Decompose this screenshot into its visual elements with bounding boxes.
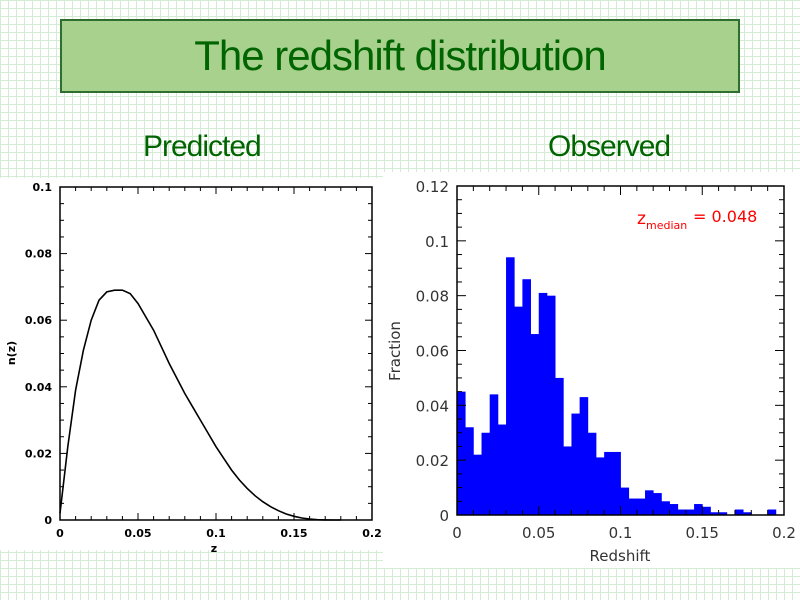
predicted-y-tick-label: 0.02	[25, 447, 52, 460]
histogram-bar	[702, 506, 711, 515]
observed-plot-frame	[456, 185, 785, 516]
predicted-y-tick-label: 0.1	[33, 181, 53, 194]
histogram-bar	[530, 334, 540, 515]
histogram-bar	[734, 509, 744, 515]
observed-y-tick-label: 0	[439, 507, 449, 525]
histogram-bar	[645, 490, 654, 515]
observed-y-tick-label: 0.12	[416, 178, 449, 196]
observed-x-tick-label: 0	[452, 524, 462, 542]
histogram-bar	[538, 292, 548, 515]
histogram-bar	[694, 504, 703, 515]
histogram-bar	[685, 509, 695, 515]
median-symbol: z	[637, 209, 646, 229]
observed-x-tick-label: 0.15	[686, 524, 719, 542]
observed-y-axis-label: Fraction	[386, 321, 404, 381]
predicted-y-tick-label: 0	[44, 514, 52, 527]
observed-y-tick-label: 0.06	[416, 343, 449, 361]
histogram-bar	[473, 454, 482, 515]
observed-x-tick-label: 0.05	[522, 524, 555, 542]
predicted-y-axis-label: n(z)	[5, 341, 18, 365]
histogram-bar	[587, 432, 597, 515]
histogram-bar	[677, 509, 687, 515]
slide-title-box: The redshift distribution	[60, 19, 740, 93]
predicted-y-tick-label: 0.04	[25, 381, 52, 394]
predicted-x-tick-label: 0.05	[124, 527, 151, 540]
histogram-bar	[489, 394, 499, 515]
observed-y-tick-label: 0.04	[416, 397, 449, 415]
histogram-bar	[653, 493, 662, 515]
histogram-bar	[636, 498, 646, 515]
predicted-y-tick-label: 0.08	[25, 248, 52, 261]
predicted-plot-frame	[59, 186, 373, 521]
histogram-bar	[481, 432, 491, 515]
predicted-x-tick-label: 0	[56, 527, 64, 540]
histogram-bar	[661, 501, 670, 515]
predicted-x-tick-label: 0.2	[362, 527, 382, 540]
histogram-bar	[767, 509, 777, 515]
median-annotation: z median = 0.048	[637, 207, 757, 232]
histogram-bar	[457, 391, 466, 515]
histogram-bar	[710, 512, 719, 515]
predicted-chart-background	[0, 178, 390, 550]
predicted-x-tick-label: 0.1	[206, 527, 226, 540]
histogram-bar	[555, 377, 564, 515]
median-value: = 0.048	[693, 207, 757, 226]
histogram-bar	[506, 257, 515, 515]
observed-x-tick-label: 0.2	[772, 524, 796, 542]
observed-heading: Observed	[548, 130, 671, 163]
predicted-heading: Predicted	[143, 130, 262, 163]
predicted-x-tick-label: 0.15	[280, 527, 307, 540]
histogram-bar	[579, 397, 589, 515]
histogram-bar	[612, 451, 621, 515]
histogram-bar	[497, 424, 507, 515]
observed-y-tick-label: 0.08	[416, 288, 449, 306]
observed-y-tick-label: 0.02	[416, 452, 449, 470]
histogram-bar	[669, 504, 679, 515]
histogram-bar	[595, 457, 605, 515]
histogram-bar	[522, 279, 531, 515]
histogram-bar	[563, 446, 572, 515]
histogram-bar	[571, 413, 581, 515]
observed-y-tick-label: 0.1	[425, 233, 449, 251]
histogram-bar	[620, 487, 630, 515]
histogram-bar	[718, 512, 728, 515]
observed-x-axis-label: Redshift	[590, 547, 651, 565]
predicted-curve	[59, 289, 341, 521]
predicted-y-tick-label: 0.06	[25, 314, 52, 327]
histogram-bar	[743, 512, 752, 515]
histogram-bar	[465, 427, 474, 515]
observed-x-tick-label: 0.1	[609, 524, 633, 542]
predicted-x-axis-label: z	[211, 542, 217, 555]
histogram-bar	[604, 451, 613, 515]
slide-title: The redshift distribution	[194, 32, 607, 79]
histogram-bar	[514, 306, 523, 515]
histogram-bar	[628, 498, 638, 515]
histogram-bar	[546, 295, 556, 515]
median-subscript: median	[646, 219, 687, 232]
